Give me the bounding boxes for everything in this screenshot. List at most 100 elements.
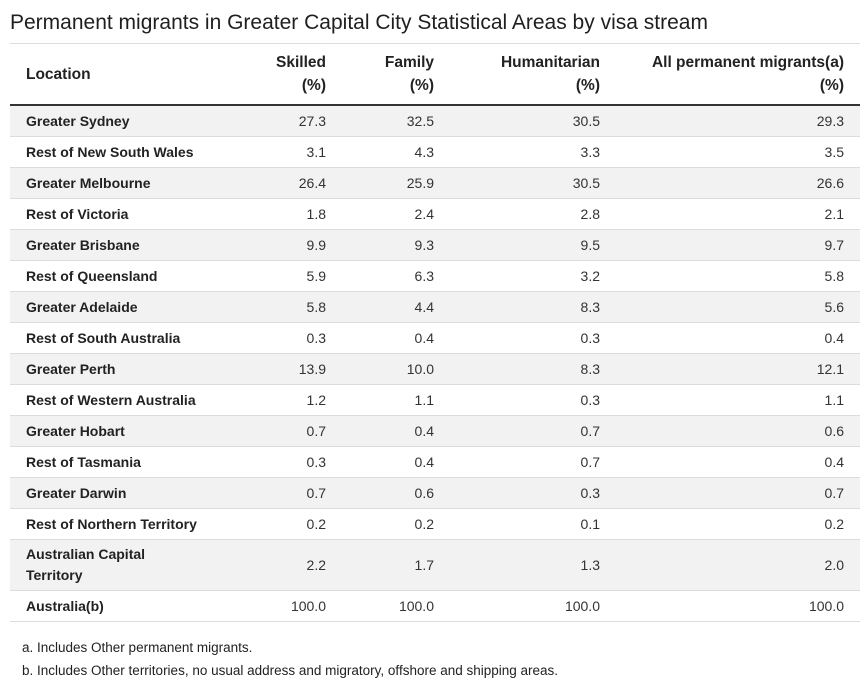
table-row: Rest of Northern Territory 0.2 0.2 0.1 0.2: [10, 508, 860, 540]
table-row: Greater Adelaide 5.8 4.4 8.3 5.6: [10, 291, 860, 323]
cell-skilled: 1.2: [232, 384, 342, 416]
cell-skilled: 0.7: [232, 415, 342, 447]
cell-family: 0.4: [342, 322, 450, 354]
cell-location: Rest of South Australia: [10, 322, 232, 354]
table-row: Rest of South Australia 0.3 0.4 0.3 0.4: [10, 322, 860, 354]
cell-location: Greater Hobart: [10, 415, 232, 447]
cell-all: 29.3: [616, 105, 860, 137]
header-family: Family (%): [342, 43, 450, 106]
table-row: Greater Darwin 0.7 0.6 0.3 0.7: [10, 477, 860, 509]
cell-location: Rest of Tasmania: [10, 446, 232, 478]
header-family-label: Family: [384, 54, 434, 71]
cell-location: Greater Sydney: [10, 105, 232, 137]
header-all-label: All permanent migrants(a): [651, 54, 844, 71]
cell-skilled: 0.3: [232, 446, 342, 478]
cell-location: Greater Darwin: [10, 477, 232, 509]
cell-location: Greater Melbourne: [10, 167, 232, 199]
cell-all: 2.1: [616, 198, 860, 230]
cell-family: 1.7: [342, 539, 450, 591]
header-humanitarian-label: Humanitarian: [500, 54, 600, 71]
header-row: Location Skilled (%) Family (%) Humanita…: [10, 43, 860, 106]
cell-family: 9.3: [342, 229, 450, 261]
table-row: Greater Sydney 27.3 32.5 30.5 29.3: [10, 105, 860, 137]
cell-humanitarian: 3.2: [450, 260, 616, 292]
cell-family: 25.9: [342, 167, 450, 199]
cell-humanitarian: 30.5: [450, 105, 616, 137]
cell-family: 0.4: [342, 446, 450, 478]
header-skilled-unit: (%): [301, 77, 326, 94]
cell-skilled: 100.0: [232, 590, 342, 622]
cell-skilled: 9.9: [232, 229, 342, 261]
footnotes: a. Includes Other permanent migrants. b.…: [10, 636, 866, 682]
cell-humanitarian: 0.7: [450, 415, 616, 447]
cell-location: Australian Capital Territory: [10, 539, 232, 591]
cell-humanitarian: 9.5: [450, 229, 616, 261]
footnote-b: b. Includes Other territories, no usual …: [22, 663, 559, 678]
migrants-table: Location Skilled (%) Family (%) Humanita…: [10, 43, 860, 622]
header-skilled-label: Skilled: [276, 54, 326, 71]
cell-all: 2.0: [616, 539, 860, 591]
cell-humanitarian: 0.3: [450, 477, 616, 509]
table-header: Location Skilled (%) Family (%) Humanita…: [10, 43, 860, 106]
cell-all: 3.5: [616, 136, 860, 168]
header-humanitarian: Humanitarian (%): [450, 43, 616, 106]
cell-skilled: 13.9: [232, 353, 342, 385]
cell-all: 0.4: [616, 322, 860, 354]
cell-all: 5.6: [616, 291, 860, 323]
cell-all: 5.8: [616, 260, 860, 292]
cell-location: Australia(b): [10, 590, 232, 622]
cell-humanitarian: 0.3: [450, 322, 616, 354]
cell-skilled: 26.4: [232, 167, 342, 199]
table-row: Australia(b) 100.0 100.0 100.0 100.0: [10, 590, 860, 622]
table-row: Rest of Western Australia 1.2 1.1 0.3 1.1: [10, 384, 860, 416]
cell-humanitarian: 8.3: [450, 291, 616, 323]
header-location-label: Location: [26, 65, 91, 83]
cell-location: Rest of New South Wales: [10, 136, 232, 168]
cell-humanitarian: 0.7: [450, 446, 616, 478]
cell-location: Greater Perth: [10, 353, 232, 385]
cell-all: 26.6: [616, 167, 860, 199]
cell-family: 0.6: [342, 477, 450, 509]
cell-family: 4.4: [342, 291, 450, 323]
header-location: Location: [10, 43, 232, 106]
table-row: Greater Perth 13.9 10.0 8.3 12.1: [10, 353, 860, 385]
cell-skilled: 5.8: [232, 291, 342, 323]
cell-family: 2.4: [342, 198, 450, 230]
table-row: Rest of Queensland 5.9 6.3 3.2 5.8: [10, 260, 860, 292]
cell-location: Rest of Northern Territory: [10, 508, 232, 540]
cell-skilled: 1.8: [232, 198, 342, 230]
cell-family: 100.0: [342, 590, 450, 622]
table-row: Rest of New South Wales 3.1 4.3 3.3 3.5: [10, 136, 860, 168]
cell-all: 0.7: [616, 477, 860, 509]
cell-humanitarian: 30.5: [450, 167, 616, 199]
cell-family: 6.3: [342, 260, 450, 292]
cell-location: Rest of Western Australia: [10, 384, 232, 416]
cell-skilled: 2.2: [232, 539, 342, 591]
cell-location: Rest of Victoria: [10, 198, 232, 230]
cell-skilled: 27.3: [232, 105, 342, 137]
cell-skilled: 0.7: [232, 477, 342, 509]
cell-family: 4.3: [342, 136, 450, 168]
cell-skilled: 0.3: [232, 322, 342, 354]
cell-humanitarian: 8.3: [450, 353, 616, 385]
table-row: Greater Brisbane 9.9 9.3 9.5 9.7: [10, 229, 860, 261]
header-skilled: Skilled (%): [232, 43, 342, 106]
cell-humanitarian: 0.3: [450, 384, 616, 416]
table-body: Greater Sydney 27.3 32.5 30.5 29.3 Rest of Ne…: [10, 105, 860, 622]
cell-humanitarian: 100.0: [450, 590, 616, 622]
table-row: Greater Melbourne 26.4 25.9 30.5 26.6: [10, 167, 860, 199]
cell-all: 0.4: [616, 446, 860, 478]
table-row: Greater Hobart 0.7 0.4 0.7 0.6: [10, 415, 860, 447]
cell-family: 0.4: [342, 415, 450, 447]
header-all-unit: (%): [819, 77, 844, 94]
footnote-a: a. Includes Other permanent migrants.: [22, 640, 253, 655]
cell-humanitarian: 2.8: [450, 198, 616, 230]
cell-skilled: 0.2: [232, 508, 342, 540]
table-row: Rest of Victoria 1.8 2.4 2.8 2.1: [10, 198, 860, 230]
cell-location: Greater Adelaide: [10, 291, 232, 323]
cell-humanitarian: 3.3: [450, 136, 616, 168]
table-row: Australian Capital Territory 2.2 1.7 1.3 2.0: [10, 539, 860, 591]
table-title: Permanent migrants in Greater Capital Ci…: [10, 11, 708, 34]
cell-location: Greater Brisbane: [10, 229, 232, 261]
